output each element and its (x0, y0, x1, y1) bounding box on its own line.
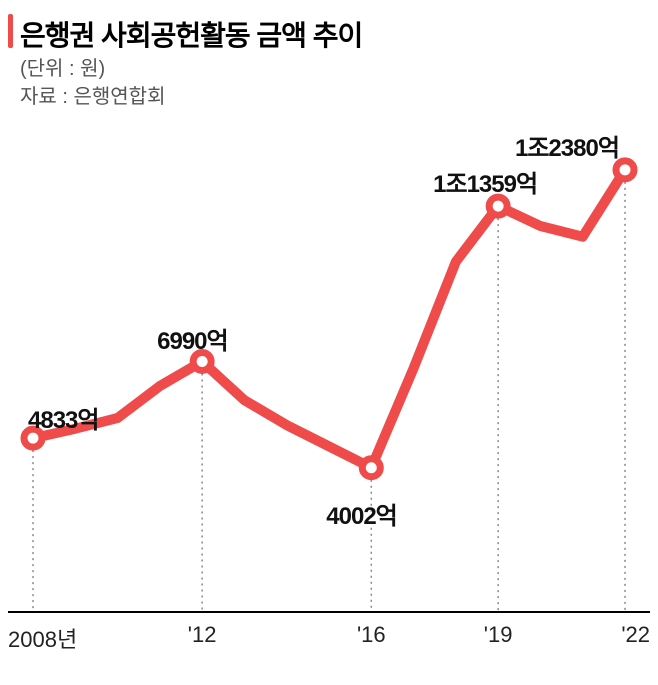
series-line (33, 170, 625, 468)
data-label: 4833억 (28, 400, 98, 435)
data-label: 1조2380억 (515, 128, 619, 163)
data-label: 4002억 (326, 496, 396, 531)
key-marker (616, 161, 634, 179)
x-axis-label: '16 (357, 622, 386, 648)
key-marker (362, 459, 380, 477)
x-axis-label: '12 (188, 622, 217, 648)
title-accent-bar (8, 14, 13, 48)
data-label: 6990억 (157, 321, 227, 356)
x-axis-label: '22 (621, 622, 650, 648)
x-axis-label: 2008년 (8, 622, 77, 654)
chart-container: 은행권 사회공헌활동 금액 추이 (단위 : 원) 자료 : 은행연합회 483… (0, 0, 658, 685)
x-axis-label: '19 (484, 622, 513, 648)
chart-title: 은행권 사회공헌활동 금액 추이 (20, 14, 362, 54)
data-label: 1조1359억 (433, 164, 537, 199)
dotted-guides (33, 170, 625, 612)
key-marker (489, 197, 507, 215)
key-markers (24, 161, 634, 477)
